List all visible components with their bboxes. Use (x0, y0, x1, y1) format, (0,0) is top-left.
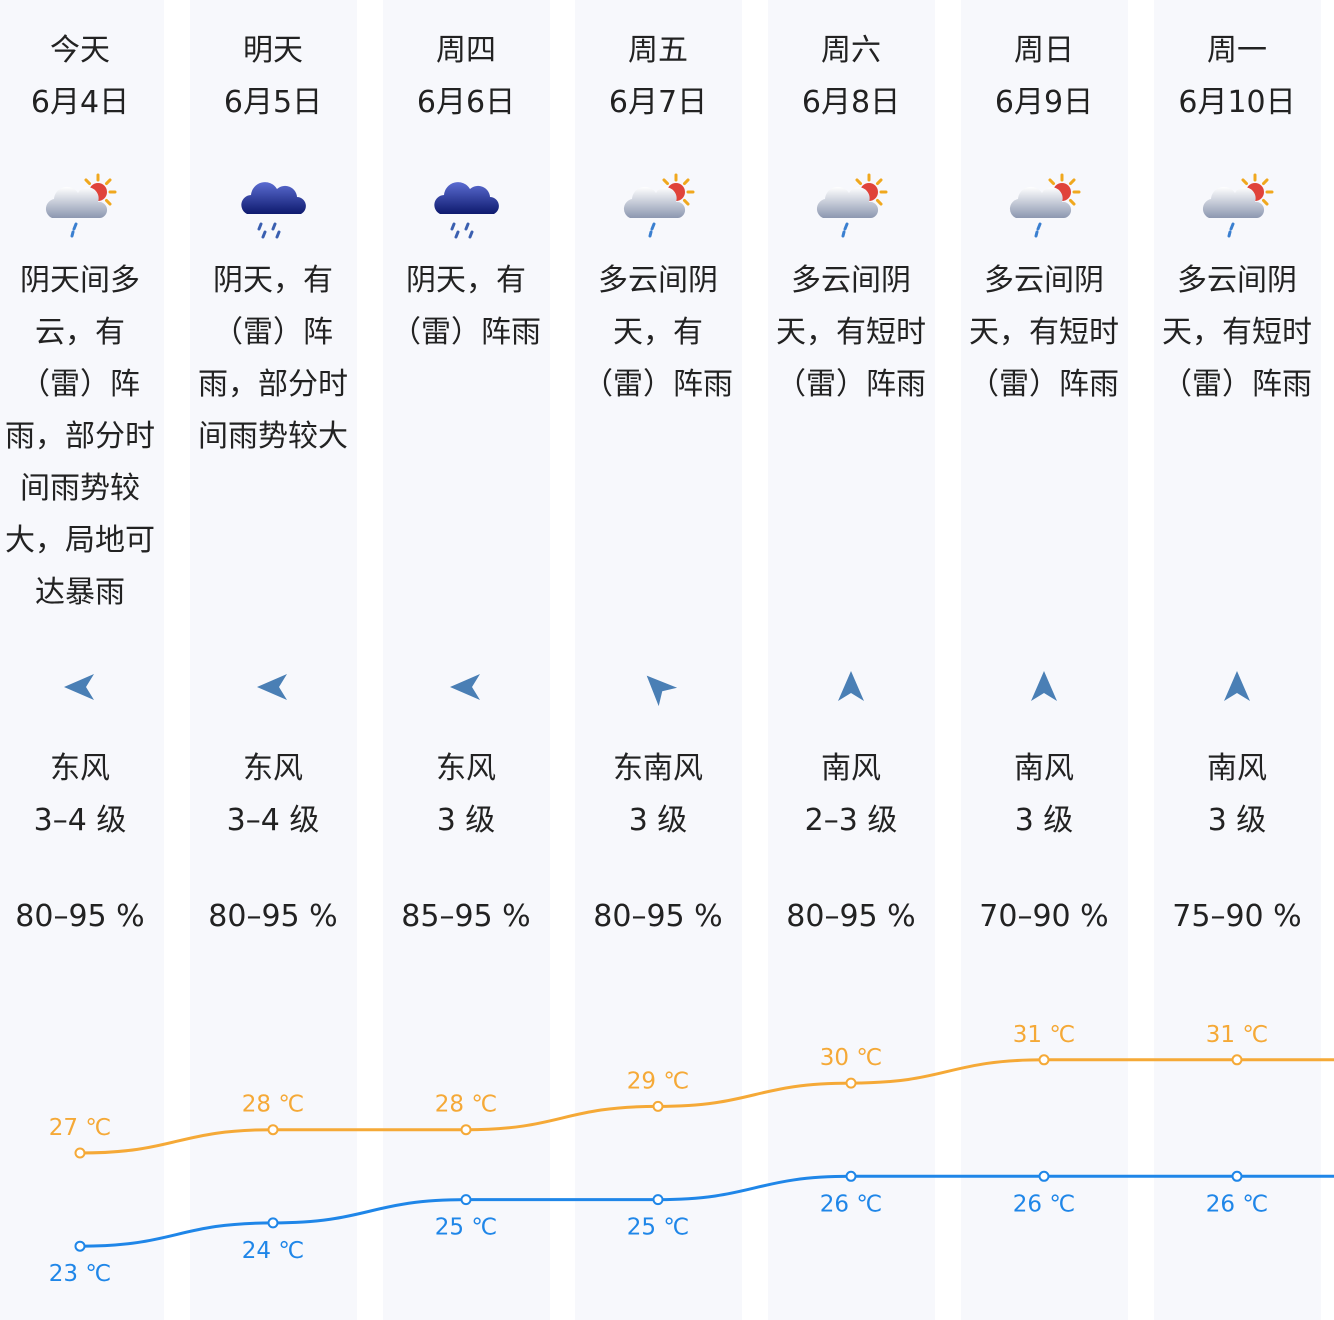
day-column: 周日 6月9日多云间阴天，有短时（雷）阵雨南风 3 级 70–90 % (960, 0, 1128, 1320)
day-date: 6月5日 (223, 85, 323, 120)
wind-level: 3–4 级 (33, 803, 127, 838)
north-arrow-icon (1022, 665, 1066, 709)
day-name: 今天 (50, 33, 110, 68)
north-arrow-icon (1215, 665, 1259, 709)
day-column: 周一 6月10日多云间阴天，有短时（雷）阵雨南风 3 级 75–90 % (1153, 0, 1321, 1320)
wind-direction: 东风 (243, 751, 303, 786)
day-name: 周五 (628, 33, 688, 68)
wind-direction: 东风 (436, 751, 496, 786)
wind-level: 2–3 级 (804, 803, 898, 838)
humidity-range: 80–95 % (593, 899, 723, 934)
humidity-range: 80–95 % (786, 899, 916, 934)
wind-level: 3 级 (436, 803, 496, 838)
weather-description: 多云间阴天，有短时（雷）阵雨 (969, 263, 1119, 402)
thunder-shower-sun-icon (42, 172, 122, 244)
wind-direction: 东风 (50, 751, 110, 786)
humidity-range: 80–95 % (208, 899, 338, 934)
day-date: 6月4日 (30, 85, 130, 120)
northwest-arrow-icon (636, 665, 680, 709)
wind-level: 3 级 (1207, 803, 1267, 838)
wind-level: 3 级 (628, 803, 688, 838)
weather-description: 阴天间多云，有（雷）阵雨，部分时间雨势较大，局地可达暴雨 (5, 263, 155, 610)
day-name: 周六 (821, 33, 881, 68)
day-column: 今天 6月4日阴天间多云，有（雷）阵雨，部分时间雨势较大，局地可达暴雨东风 3–4 … (0, 0, 164, 1320)
day-column: 周四 6月6日阴天，有（雷）阵雨东风 3 级 85–95 % (382, 0, 550, 1320)
weather-description: 阴天，有（雷）阵雨，部分时间雨势较大 (198, 263, 348, 454)
heavy-rain-cloud-icon (428, 172, 508, 244)
day-date: 6月7日 (608, 85, 708, 120)
day-name: 周日 (1014, 33, 1074, 68)
humidity-range: 75–90 % (1172, 899, 1302, 934)
thunder-shower-sun-icon (1006, 172, 1086, 244)
day-name: 周四 (436, 33, 496, 68)
day-date: 6月8日 (801, 85, 901, 120)
humidity-range: 70–90 % (979, 899, 1109, 934)
wind-level: 3–4 级 (226, 803, 320, 838)
west-arrow-icon (58, 665, 102, 709)
wind-level: 3 级 (1014, 803, 1074, 838)
thunder-shower-sun-icon (813, 172, 893, 244)
wind-direction: 东南风 (613, 751, 703, 786)
day-name: 周一 (1207, 33, 1267, 68)
wind-direction: 南风 (1014, 751, 1074, 786)
humidity-range: 80–95 % (15, 899, 145, 934)
wind-direction: 南风 (1207, 751, 1267, 786)
weather-description: 阴天，有（雷）阵雨 (391, 263, 541, 350)
day-date: 6月10日 (1178, 85, 1296, 120)
weather-description: 多云间阴天，有短时（雷）阵雨 (1162, 263, 1312, 402)
weather-description: 多云间阴天，有（雷）阵雨 (583, 263, 733, 402)
day-name: 明天 (243, 33, 303, 68)
day-date: 6月6日 (416, 85, 516, 120)
wind-direction: 南风 (821, 751, 881, 786)
west-arrow-icon (444, 665, 488, 709)
thunder-shower-sun-icon (620, 172, 700, 244)
day-date: 6月9日 (994, 85, 1094, 120)
day-column: 周五 6月7日多云间阴天，有（雷）阵雨东南风 3 级 80–95 % (574, 0, 742, 1320)
humidity-range: 85–95 % (401, 899, 531, 934)
north-arrow-icon (829, 665, 873, 709)
heavy-rain-cloud-icon (235, 172, 315, 244)
weather-description: 多云间阴天，有短时（雷）阵雨 (776, 263, 926, 402)
west-arrow-icon (251, 665, 295, 709)
day-column: 周六 6月8日多云间阴天，有短时（雷）阵雨南风 2–3 级 80–95 % (767, 0, 935, 1320)
day-column: 明天 6月5日阴天，有（雷）阵雨，部分时间雨势较大东风 3–4 级 80–95 % (189, 0, 357, 1320)
thunder-shower-sun-icon (1199, 172, 1279, 244)
